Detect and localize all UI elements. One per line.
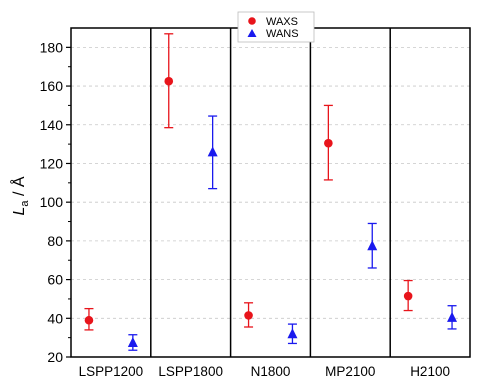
plot-frame xyxy=(70,27,471,358)
y-tick-label-120: 120 xyxy=(40,155,64,171)
category-separators xyxy=(150,28,391,357)
marker-waxs-0 xyxy=(84,315,94,325)
marker-wans-0 xyxy=(127,336,138,347)
error-bars xyxy=(84,33,457,351)
marker-wans-1 xyxy=(207,146,218,157)
y-axis-label: La / Å xyxy=(9,176,31,215)
marker-waxs-3 xyxy=(324,138,333,148)
marker-waxs-4 xyxy=(403,291,413,301)
y-tick-label-100: 100 xyxy=(40,194,64,210)
y-axis-label-sub: a xyxy=(19,200,31,207)
category-label-h2100: H2100 xyxy=(410,364,450,379)
marker-waxs-1 xyxy=(164,76,174,86)
legend-label-wans: WANS xyxy=(266,28,299,40)
legend-marker-waxs xyxy=(248,17,256,25)
y-tick-label-80: 80 xyxy=(47,233,63,249)
y-tick-label-20: 20 xyxy=(47,349,63,365)
category-label-n1800: N1800 xyxy=(251,364,291,379)
legend: WAXS WANS xyxy=(237,11,315,43)
marker-waxs-2 xyxy=(244,311,253,320)
y-axis-ticks: 20 40 60 80 100 120 140 160 180 xyxy=(40,39,71,365)
legend-label-waxs: WAXS xyxy=(266,16,298,28)
marker-wans-3 xyxy=(367,240,378,251)
y-tick-label-40: 40 xyxy=(47,310,63,326)
legend-marker-wans xyxy=(247,29,257,37)
category-label-lspp1200: LSPP1200 xyxy=(79,364,144,379)
y-tick-label-60: 60 xyxy=(47,272,63,288)
y-axis-label-main: L xyxy=(11,207,28,216)
y-tick-label-160: 160 xyxy=(40,78,64,94)
y-axis-label-unit: / Å xyxy=(9,176,28,200)
data-markers xyxy=(84,76,458,347)
y-tick-label-180: 180 xyxy=(40,39,64,55)
marker-wans-2 xyxy=(287,328,298,339)
category-label-mp2100: MP2100 xyxy=(325,364,375,379)
gridlines xyxy=(71,46,470,319)
category-labels: LSPP1200 LSPP1800 N1800 MP2100 H2100 xyxy=(79,364,450,379)
category-label-lspp1800: LSPP1800 xyxy=(158,364,223,379)
marker-wans-4 xyxy=(447,311,458,322)
y-tick-label-140: 140 xyxy=(40,117,64,133)
